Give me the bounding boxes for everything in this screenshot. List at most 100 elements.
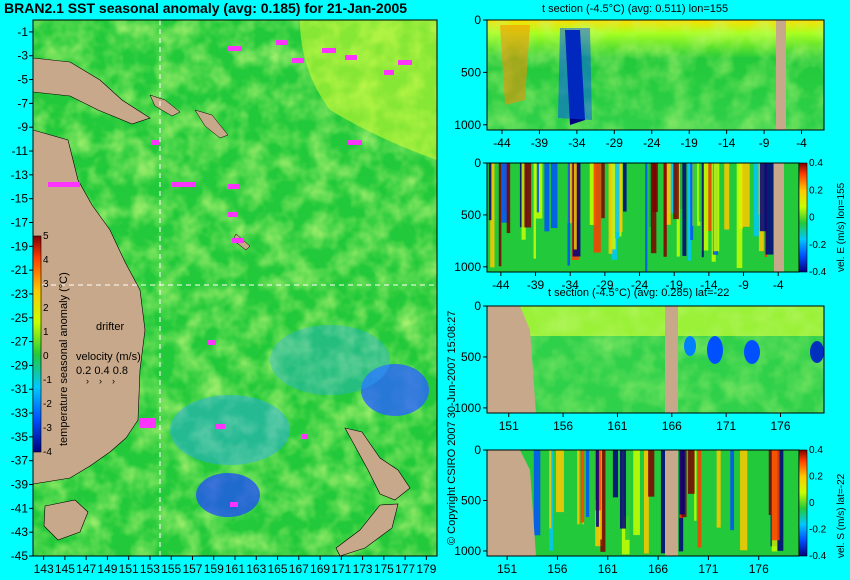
panel-land: [776, 20, 786, 130]
panel-cbar-label: 0.2: [809, 472, 823, 483]
velocity-stripe: [644, 163, 651, 253]
land-tasmania: [43, 499, 89, 541]
drifter-marker: [152, 140, 160, 145]
velocity-stripe: [585, 450, 590, 517]
panel-colorbar: [798, 449, 808, 557]
panel-y-label: 1000: [454, 401, 481, 415]
velocity-stripe: [524, 163, 532, 228]
panel-x-label: 156: [547, 562, 567, 576]
colorbar-tick-label: 3: [43, 279, 49, 290]
velocity-stripe: [533, 450, 541, 536]
map-lat-label: -35: [11, 430, 29, 444]
panel-x-label: -9: [738, 278, 749, 292]
panel-texture: [487, 306, 824, 413]
panel-3-title: t section (-4.5°C) (avg: 0.285) lat=-22: [548, 287, 730, 299]
map-lat-label: -15: [11, 192, 29, 206]
panel-x-label: -29: [606, 136, 624, 150]
velocity-stripe: [601, 163, 605, 219]
drifter-marker: [384, 70, 394, 75]
panel-y-label: 0: [474, 443, 481, 457]
panel-x-label: 171: [698, 562, 718, 576]
drifter-marker: [398, 60, 412, 65]
anomaly-cold: [810, 341, 824, 363]
map-lat-label: -23: [11, 287, 29, 301]
panel-cbar-label: -0.2: [809, 240, 827, 251]
colorbar-tick-label: -3: [43, 423, 52, 434]
drifter-marker: [232, 238, 244, 243]
anomaly-warm: [500, 25, 530, 105]
drifter-legend: drifter: [96, 321, 125, 333]
velocity-stripe: [645, 163, 648, 272]
drifter-marker: [228, 46, 242, 51]
map-lat-label: -25: [11, 311, 29, 325]
panel-t-section-lon: [486, 19, 825, 131]
velocity-stripe: [612, 450, 619, 498]
velocity-stripe: [623, 163, 627, 212]
velocity-stripe: [582, 163, 585, 262]
velocity-stripe: [643, 450, 649, 554]
velocity-stripe: [608, 163, 613, 254]
map-lat-label: -17: [11, 215, 29, 229]
panel-cbar-label: -0.2: [809, 525, 827, 536]
map-lon-label: 171: [331, 562, 351, 576]
velocity-stripe: [501, 163, 509, 223]
velocity-stripe: [623, 450, 629, 517]
velocity-stripe: [701, 163, 709, 251]
land-island: [149, 94, 181, 117]
map-lat-label: -29: [11, 358, 29, 372]
panel-frame: [486, 19, 825, 131]
drifter-marker: [322, 48, 336, 53]
panel-vel-e-lon: [486, 162, 808, 273]
map-colorbar-ticks: 5 4 3 2 1 0 -1 -2 -3 -4: [43, 231, 52, 458]
panel-x-label: -14: [700, 278, 718, 292]
velocity-stripe: [716, 450, 721, 528]
panel-cbar-label: 0: [809, 498, 815, 509]
drifter-markers: [48, 40, 412, 507]
cool-patch: [196, 473, 260, 517]
panel-x-label: -24: [631, 278, 649, 292]
velocity-stripe: [765, 163, 774, 255]
panel-y-label: 0: [474, 13, 481, 27]
drifter-marker: [228, 184, 240, 189]
drifter-marker: [48, 182, 80, 187]
panel-cbar-label: 0.2: [809, 185, 823, 196]
velocity-stripe: [567, 163, 571, 266]
chart-title: BRAN2.1 SST seasonal anomaly (avg: 0.185…: [4, 0, 408, 16]
map-lon-label: 177: [395, 562, 415, 576]
velocity-stripe: [521, 163, 526, 240]
velocity-stripe: [665, 163, 671, 225]
velocity-stripe: [698, 163, 703, 222]
velocity-stripe: [589, 163, 596, 225]
drifter-marker: [230, 502, 238, 507]
panel-y-label: 500: [461, 493, 481, 507]
panel-y-label: 0: [474, 299, 481, 313]
map-lon-label: 147: [76, 562, 96, 576]
map-lat-label: -9: [17, 120, 28, 134]
velocity-stripe: [771, 450, 780, 541]
colorbar-tick-label: 4: [43, 255, 49, 266]
velocity-stripe: [687, 163, 692, 261]
panel-colorbar: [798, 162, 808, 273]
map-lat-label: -39: [11, 478, 29, 492]
map-lat-label: -37: [11, 454, 29, 468]
map-lon-label: 167: [289, 562, 309, 576]
velocity-stripe: [663, 163, 667, 257]
panel-x-label: 151: [497, 562, 517, 576]
velocity-stripe: [490, 163, 495, 268]
panel-x-label: -44: [492, 278, 510, 292]
anomaly-cold: [707, 336, 723, 364]
velocity-stripe: [600, 450, 606, 552]
map-lat-label: -13: [11, 168, 29, 182]
panel-y-label: 0: [474, 156, 481, 170]
velocity-stripe: [593, 163, 601, 253]
panel-land: [487, 450, 536, 556]
velocity-stripe: [701, 163, 704, 258]
panel-x-label: -19: [681, 136, 699, 150]
velocity-stripe: [740, 450, 748, 551]
velocity-stripe: [697, 450, 702, 548]
drifter-marker: [172, 182, 196, 187]
map-colorbar: [32, 235, 42, 453]
velocity-stripe: [498, 163, 502, 267]
map-lat-label: -21: [11, 263, 29, 277]
